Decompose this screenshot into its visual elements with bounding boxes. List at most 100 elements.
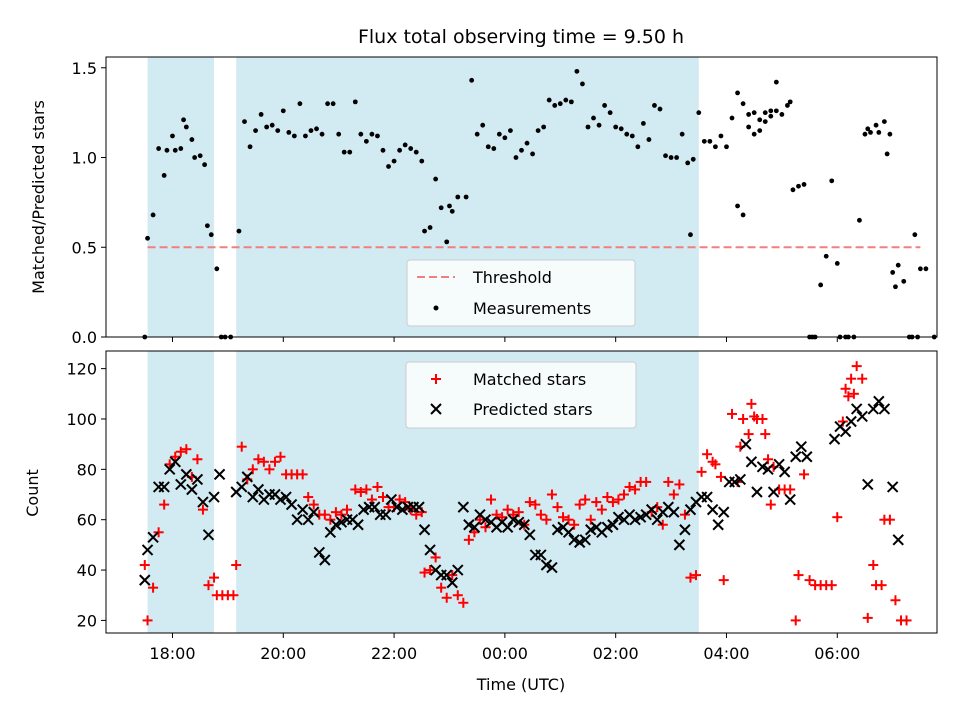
- measurement-point: [884, 151, 890, 157]
- predicted-star-point: [886, 481, 899, 493]
- predicted-star-point: [468, 521, 481, 533]
- matched-star-point: [715, 471, 726, 482]
- top-legend: Threshold Measurements: [406, 259, 636, 327]
- predicted-star-point: [839, 425, 852, 438]
- y-tick-label: 80: [77, 460, 97, 479]
- predicted-stars-points: [139, 395, 904, 589]
- measurement-point: [624, 131, 630, 137]
- predicted-star-point: [302, 513, 314, 526]
- predicted-star-point: [862, 478, 874, 491]
- measurement-point: [253, 128, 258, 133]
- predicted-star-point: [856, 410, 868, 423]
- predicted-star-point: [790, 451, 802, 463]
- predicted-star-point: [169, 456, 181, 468]
- legend-matched-label: Matched stars: [473, 370, 586, 389]
- measurement-point: [413, 149, 419, 155]
- matched-star-point: [546, 489, 557, 500]
- matched-star-point: [702, 449, 713, 460]
- predicted-star-point: [684, 503, 697, 516]
- measurement-point: [474, 131, 480, 137]
- measurement-point: [735, 203, 740, 209]
- bottom-y-axis-label: Count: [23, 469, 42, 517]
- matched-star-point: [799, 469, 810, 480]
- measurement-point: [895, 262, 901, 268]
- measurement-point: [325, 101, 330, 107]
- measurement-point: [688, 232, 693, 238]
- measurement-point: [912, 232, 918, 238]
- measurement-point: [787, 99, 793, 105]
- matched-star-point: [718, 575, 729, 586]
- measurement-point: [768, 108, 774, 114]
- measurement-point: [901, 278, 907, 284]
- matched-star-point: [757, 413, 768, 424]
- matched-star-point: [153, 527, 164, 538]
- predicted-star-point: [139, 574, 151, 586]
- measurement-point: [865, 126, 871, 132]
- matched-star-point: [630, 484, 641, 495]
- matched-star-point: [876, 580, 887, 591]
- bottom-plot-frame: [105, 350, 938, 634]
- y-tick-label: 0.0: [72, 328, 97, 347]
- matched-star-point: [765, 499, 776, 510]
- top-legend-box: [406, 259, 636, 327]
- legend-predicted-label: Predicted stars: [473, 400, 593, 419]
- predicted-star-point: [252, 483, 265, 496]
- legend-plus-marker: [431, 374, 441, 384]
- matched-star-point: [139, 560, 150, 571]
- measurement-point: [568, 99, 574, 105]
- matched-star-point: [552, 502, 563, 513]
- matched-star-point: [236, 441, 247, 452]
- predicted-star-point: [147, 531, 159, 544]
- measurement-point: [397, 147, 403, 153]
- predicted-star-point: [213, 468, 226, 481]
- measurement-point: [740, 212, 746, 218]
- predicted-star-point: [352, 519, 364, 531]
- matched-star-point: [297, 469, 308, 480]
- matched-star-point: [436, 582, 447, 593]
- measurement-point: [818, 282, 824, 288]
- measurement-point: [380, 147, 386, 153]
- predicted-star-point: [424, 544, 436, 556]
- predicted-star-point: [191, 473, 204, 486]
- measurement-point: [341, 149, 347, 155]
- matched-star-point: [330, 507, 341, 518]
- matched-star-point: [710, 459, 721, 470]
- predicted-star-point: [745, 456, 758, 468]
- measurement-point: [823, 253, 829, 259]
- predicted-star-point: [878, 403, 891, 415]
- matched-star-point: [441, 592, 452, 603]
- predicted-star-point: [164, 463, 176, 476]
- measurement-point: [574, 68, 580, 74]
- predicted-star-point: [308, 506, 320, 518]
- predicted-star-point: [773, 458, 785, 471]
- top-y-axis-label: Matched/Predicted stars: [29, 100, 48, 294]
- matched-star-point: [746, 398, 757, 409]
- measurement-point: [208, 232, 214, 238]
- measurement-point: [247, 144, 253, 150]
- matched-star-point: [785, 484, 796, 495]
- observing-window: [147, 57, 215, 337]
- measurement-point: [881, 119, 887, 125]
- measurement-point: [408, 146, 414, 151]
- predicted-star-point: [291, 513, 303, 526]
- matched-star-point: [366, 494, 377, 505]
- y-tick-label: 0.5: [72, 238, 97, 257]
- matched-star-point: [530, 499, 541, 510]
- measurement-point: [308, 128, 314, 133]
- measurement-point: [729, 115, 735, 121]
- measurement-point: [546, 97, 552, 103]
- measurement-point: [358, 131, 364, 137]
- measurement-point: [150, 212, 156, 218]
- matched-star-point: [486, 494, 497, 505]
- top-plot-frame: [105, 56, 938, 338]
- predicted-star-point: [828, 433, 841, 445]
- predicted-star-point: [734, 473, 747, 486]
- matched-star-point: [447, 570, 458, 581]
- measurement-point: [449, 208, 455, 214]
- measurement-point: [480, 122, 486, 128]
- predicted-star-point: [873, 395, 885, 408]
- measurement-point: [280, 108, 286, 114]
- measurement-point: [427, 225, 433, 230]
- measurement-point: [790, 187, 796, 193]
